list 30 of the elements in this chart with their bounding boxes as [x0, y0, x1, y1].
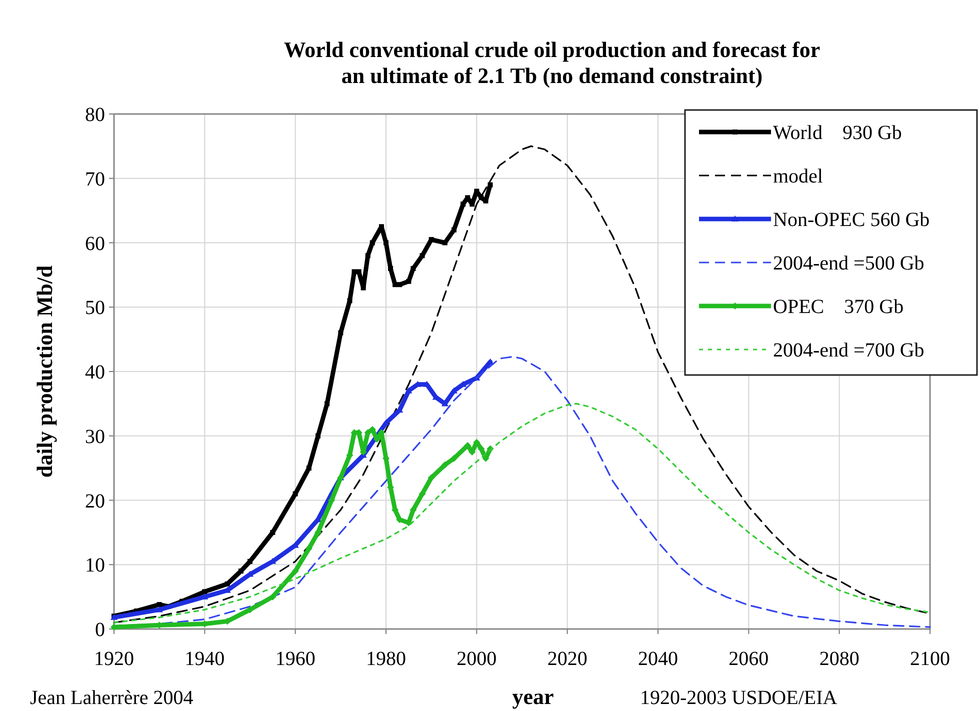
y-axis-title: daily production Mb/d [32, 265, 57, 478]
x-tick-label: 1940 [184, 648, 225, 670]
chart-title: World conventional crude oil production and forecast for an ultimate of 2.1 Tb (no demand constraint) [284, 37, 820, 88]
y-tick-label: 40 [85, 362, 105, 384]
x-tick-label: 2080 [819, 648, 860, 670]
y-tick-label: 80 [85, 104, 105, 126]
y-tick-label: 10 [85, 554, 105, 577]
x-tick-label: 2060 [728, 648, 769, 670]
y-tick-label: 20 [85, 490, 105, 512]
x-tick-label: 2020 [547, 648, 588, 670]
x-axis-title: year [512, 684, 554, 709]
x-tick-label: 1980 [366, 648, 406, 670]
x-tick-label: 2000 [456, 648, 497, 670]
x-tick-label: 2040 [638, 648, 678, 670]
y-tick-label: 0 [95, 619, 105, 641]
text: Jean Laherrère 2004 [30, 687, 194, 709]
x-tick-label: 2100 [910, 648, 950, 670]
x-tick-label: 1920 [94, 648, 134, 670]
text: 1920-2003 USDOE/EIA [640, 687, 838, 709]
y-tick-label: 60 [85, 232, 105, 255]
legend-label: World 930 Gb [773, 122, 902, 144]
x-tick-label: 1960 [275, 648, 316, 670]
y-tick-label: 70 [85, 168, 105, 190]
legend-label: OPEC 370 Gb [773, 296, 904, 318]
legend-label: Non-OPEC 560 Gb [773, 209, 930, 231]
y-tick-label: 30 [85, 426, 105, 448]
legend-label: 2004-end =700 Gb [773, 340, 924, 362]
y-tick-label: 50 [85, 297, 105, 320]
legend-label: model [773, 166, 824, 188]
legend-label: 2004-end =500 Gb [773, 252, 924, 274]
